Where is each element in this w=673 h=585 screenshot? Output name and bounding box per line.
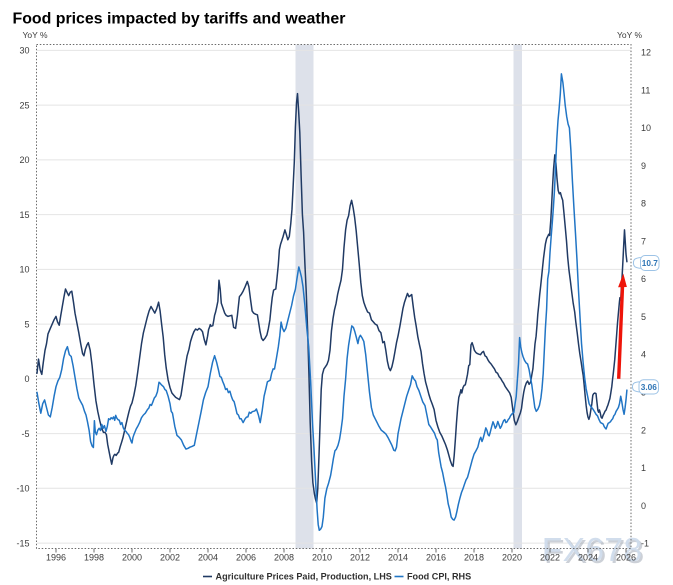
svg-text:12: 12 [641,48,651,58]
svg-text:FX678: FX678 [542,532,643,569]
svg-text:10: 10 [641,123,651,133]
svg-text:-1: -1 [641,539,649,549]
svg-text:1: 1 [641,463,646,473]
svg-text:4: 4 [641,350,646,360]
svg-text:Food prices impacted by tariff: Food prices impacted by tariffs and weat… [13,11,346,28]
svg-text:2000: 2000 [122,553,142,563]
svg-text:25: 25 [19,100,29,110]
svg-text:0: 0 [24,374,29,384]
svg-text:5: 5 [24,319,29,329]
svg-text:30: 30 [19,46,29,56]
svg-text:2020: 2020 [502,553,522,563]
svg-text:2024: 2024 [578,553,598,563]
svg-text:-15: -15 [16,538,29,548]
svg-text:15: 15 [19,210,29,220]
svg-text:-5: -5 [21,429,29,439]
svg-text:2008: 2008 [274,553,294,563]
svg-text:2012: 2012 [350,553,370,563]
svg-text:Agriculture Prices Paid, Produ: Agriculture Prices Paid, Production, LHS [216,572,392,582]
svg-text:7: 7 [641,236,646,246]
svg-text:2022: 2022 [540,553,560,563]
svg-text:2006: 2006 [236,553,256,563]
svg-text:3.06: 3.06 [641,382,658,392]
svg-text:2014: 2014 [388,553,408,563]
svg-text:6: 6 [641,274,646,284]
svg-text:2004: 2004 [198,553,218,563]
svg-text:9: 9 [641,161,646,171]
svg-text:2016: 2016 [426,553,446,563]
svg-text:1996: 1996 [46,553,66,563]
svg-text:10.7: 10.7 [642,258,659,268]
svg-text:2026: 2026 [616,553,636,563]
svg-text:11: 11 [641,85,650,95]
svg-text:Food CPI, RHS: Food CPI, RHS [407,572,471,582]
svg-text:8: 8 [641,199,646,209]
svg-text:YoY %: YoY % [23,30,48,40]
svg-text:2: 2 [641,425,646,435]
svg-text:1998: 1998 [84,553,104,563]
svg-text:-10: -10 [16,484,29,494]
svg-text:0: 0 [641,501,646,511]
svg-text:20: 20 [19,155,29,165]
svg-text:2010: 2010 [312,553,332,563]
svg-text:FX678: FX678 [544,534,645,571]
svg-text:2018: 2018 [464,553,484,563]
svg-text:2002: 2002 [160,553,180,563]
svg-text:YoY %: YoY % [617,30,642,40]
svg-text:10: 10 [19,265,29,275]
svg-text:5: 5 [641,312,646,322]
